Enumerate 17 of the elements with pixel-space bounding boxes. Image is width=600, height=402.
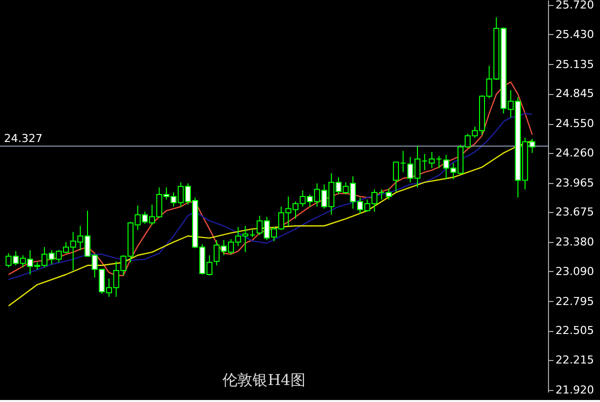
y-tick-label: 25.720	[556, 0, 594, 12]
y-tick-label: 23.675	[556, 206, 594, 219]
y-tick-label: 25.135	[556, 58, 594, 71]
y-tick-label: 24.550	[556, 117, 594, 130]
y-tick-label: 23.965	[556, 176, 594, 190]
y-tick-label: 22.795	[556, 294, 594, 308]
y-tick-label: 23.380	[556, 236, 594, 249]
text: 伦敦银H4图	[222, 371, 306, 389]
candlestick	[386, 188, 392, 200]
y-tick-label: 23.090	[556, 264, 594, 278]
y-tick-label: 24.845	[556, 87, 594, 100]
y-tick-label: 22.215	[556, 354, 594, 367]
ref-line-label: 24.327	[4, 132, 42, 146]
y-tick-label: 25.430	[556, 28, 594, 41]
y-tick-label: 21.920	[556, 383, 594, 396]
y-tick-label: 22.505	[556, 324, 594, 338]
y-tick-label: 24.260	[556, 146, 594, 160]
